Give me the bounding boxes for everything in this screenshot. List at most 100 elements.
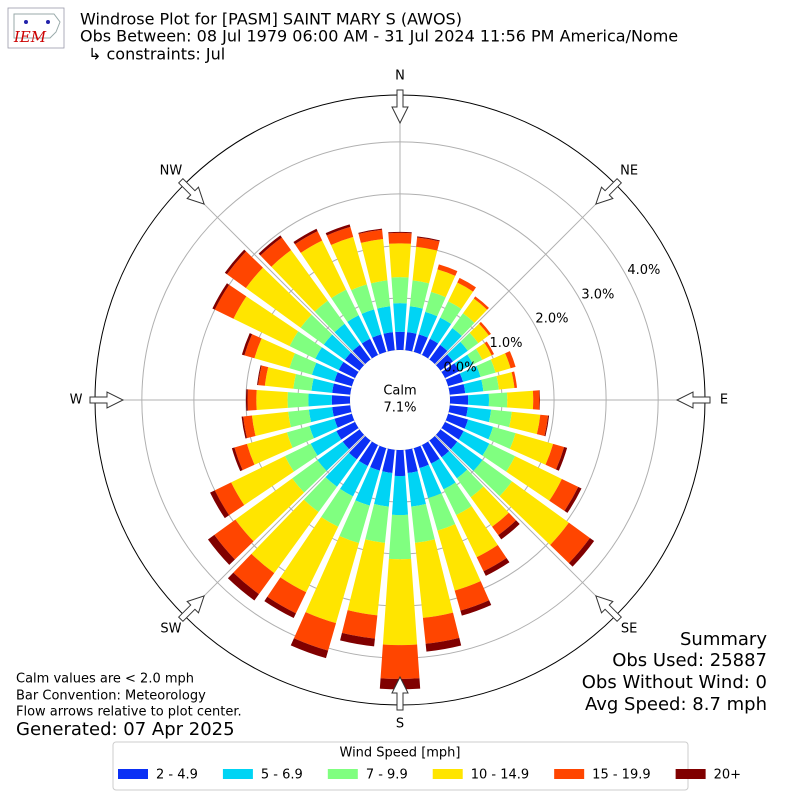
bar-segment: [332, 405, 352, 417]
bar-segment: [308, 407, 334, 423]
bar-segment: [473, 459, 513, 497]
bar-segment: [425, 637, 462, 652]
bar-segment: [348, 435, 371, 460]
bar-segment: [475, 342, 492, 360]
bar-segment: [331, 395, 351, 405]
bar-segment: [292, 459, 327, 493]
bar-segment: [330, 236, 367, 291]
logo-dot: [24, 20, 28, 24]
bar-segment: [293, 228, 318, 245]
bar-segment: [448, 405, 468, 417]
bar-segment: [325, 224, 351, 236]
bar-segment: [463, 298, 488, 323]
bar-segment: [389, 243, 411, 278]
bar-segment: [479, 321, 491, 336]
bar-segment: [243, 415, 256, 439]
bar-segment: [407, 471, 426, 507]
bar-segment: [251, 499, 319, 574]
bar-segment: [332, 383, 352, 395]
bar-segment: [412, 246, 438, 284]
bar-segment: [370, 280, 391, 309]
bar-segment: [212, 283, 230, 310]
bar-segment: [421, 338, 439, 359]
chart-title: Windrose Plot for [PASM] SAINT MARY S (A…: [80, 10, 462, 29]
chart-subtitle: Obs Between: 08 Jul 1979 06:00 AM - 31 J…: [80, 27, 678, 46]
bar-segment: [317, 441, 350, 471]
bar-segment: [336, 421, 359, 440]
arrow-shape: [177, 595, 205, 623]
flow-arrow: [177, 177, 205, 205]
bar-segment: [309, 418, 338, 439]
summary: Obs Used: 25887: [612, 650, 767, 671]
bar-segment: [488, 426, 516, 449]
bar-segment: [428, 493, 456, 531]
legend-swatch: [554, 769, 585, 779]
bar-segment: [483, 557, 510, 576]
summary: Obs Without Wind: 0: [582, 672, 767, 693]
bar-segment: [311, 362, 338, 382]
bar-segment: [505, 351, 516, 369]
bar-segment: [340, 460, 368, 497]
bar-segment: [448, 282, 474, 309]
bar-segment: [448, 384, 466, 395]
arrow-shape: [595, 595, 623, 623]
bar-segment: [326, 226, 354, 245]
logo-dot: [46, 20, 50, 24]
bar-segment: [440, 327, 462, 351]
bar-segment: [484, 341, 495, 356]
bar-segment: [231, 447, 243, 472]
bar-segment: [492, 512, 517, 536]
flow-arrow: [595, 177, 623, 205]
bar-segment: [264, 367, 296, 389]
bar-segment: [300, 240, 347, 299]
grid-spoke: [435, 183, 617, 365]
arrow-shape: [391, 675, 409, 711]
bar-segment: [441, 421, 464, 440]
note: Bar Convention: Meteorology: [16, 689, 206, 704]
bar-segment: [454, 354, 474, 372]
arrow-shape: [675, 391, 711, 409]
bar-segment: [450, 441, 483, 471]
bar-segment: [435, 429, 458, 450]
bar-segment: [549, 478, 579, 511]
bar-segment: [310, 431, 342, 456]
bar-segment: [361, 309, 382, 338]
bar-segment: [456, 506, 498, 558]
bar-segment: [506, 456, 562, 501]
bar-segment: [214, 519, 254, 560]
bar-segment: [334, 323, 360, 351]
bar-segment: [498, 520, 520, 540]
bar-segment: [441, 450, 468, 479]
bar-segment: [469, 323, 489, 344]
bar-segment: [422, 612, 460, 644]
bar-segment: [463, 379, 484, 394]
bar-segment: [258, 365, 269, 386]
bar-segment: [293, 374, 314, 391]
bar-segment: [459, 365, 481, 382]
bar-segment: [280, 516, 339, 593]
y-tick-label: 0.0%: [444, 361, 477, 376]
bar-segment: [267, 577, 307, 614]
bar-segment: [351, 284, 375, 314]
bar-segment: [331, 289, 359, 322]
bar-segment: [344, 352, 365, 371]
flow-arrow: [89, 391, 125, 409]
flow-arrow: [177, 595, 205, 623]
logo: IEM: [7, 7, 65, 49]
bar-segment: [358, 441, 379, 466]
bar-segment: [288, 409, 312, 428]
note: Flow arrows relative to plot center.: [16, 705, 242, 720]
legend-swatch: [675, 769, 706, 779]
generated: Generated: 07 Apr 2025: [16, 719, 235, 740]
bar-segment: [226, 251, 263, 289]
bar-segment: [342, 429, 365, 450]
arrow-shape: [89, 391, 125, 409]
bar-segment: [407, 306, 423, 334]
bar-segment: [347, 315, 371, 344]
bar-segment: [481, 375, 499, 392]
y-tick-label: 4.0%: [627, 263, 660, 278]
bar-segment: [323, 334, 351, 360]
legend-swatch: [222, 769, 253, 779]
x-tick-label: N: [395, 69, 405, 84]
bar-segment: [388, 232, 412, 244]
